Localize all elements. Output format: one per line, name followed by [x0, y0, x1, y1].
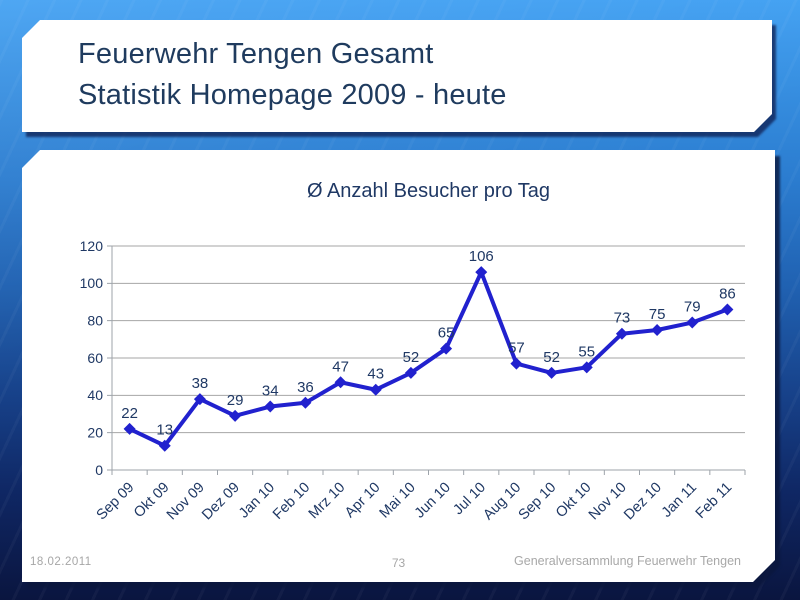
- data-point-label: 106: [469, 248, 494, 265]
- data-point-label: 34: [262, 383, 279, 400]
- data-point-marker: [581, 361, 593, 373]
- y-axis-label: 40: [87, 387, 103, 403]
- content-panel: Ø Anzahl Besucher pro Tag 0 20 40 60 80 100 12…: [22, 150, 775, 582]
- data-point-marker: [370, 384, 382, 396]
- x-axis-category-label: Nov 09: [164, 480, 208, 524]
- series-line: [130, 272, 728, 446]
- data-point-marker: [159, 440, 171, 452]
- data-point-marker: [264, 401, 276, 413]
- footer-date: 18.02.2011: [30, 556, 92, 568]
- y-axis-label: 0: [95, 462, 103, 478]
- data-point-label: 52: [543, 349, 560, 366]
- x-axis-category-label: Mai 10: [377, 480, 419, 522]
- data-point-marker: [686, 317, 698, 329]
- y-axis-label: 20: [87, 425, 103, 441]
- data-point-label: 47: [332, 358, 349, 375]
- data-point-marker: [405, 367, 417, 379]
- data-point-label: 22: [121, 405, 138, 422]
- data-point-marker: [616, 328, 628, 340]
- data-point-marker: [440, 343, 452, 355]
- data-point-marker: [651, 324, 663, 336]
- slide-title-line1: Feuerwehr Tengen Gesamt: [78, 38, 434, 70]
- data-point-label: 55: [578, 343, 595, 360]
- data-point-label: 79: [684, 299, 701, 316]
- data-point-marker: [299, 397, 311, 409]
- data-point-label: 86: [719, 285, 736, 302]
- slide-page-number: 73: [391, 556, 406, 570]
- data-point-label: 57: [508, 340, 525, 357]
- data-point-label: 65: [438, 325, 455, 342]
- visitors-line-chart: 0 20 40 60 80 100 120 22 13 38 29 34 36 47 43 52 65 106 57…: [22, 150, 775, 582]
- data-point-marker: [510, 358, 522, 370]
- data-point-label: 73: [614, 310, 631, 327]
- title-banner: Feuerwehr Tengen Gesamt Statistik Homepa…: [22, 20, 772, 132]
- x-axis-category-label: Dez 09: [199, 480, 243, 524]
- x-axis-category-label: Feb 10: [270, 480, 313, 523]
- x-axis-category-label: Apr 10: [342, 480, 384, 522]
- data-point-label: 36: [297, 379, 314, 396]
- x-axis-category-label: Sep 10: [516, 480, 560, 524]
- data-point-marker: [194, 393, 206, 405]
- x-axis-category-label: Sep 09: [94, 480, 138, 524]
- chart-title: Ø Anzahl Besucher pro Tag: [306, 180, 551, 202]
- y-axis-label: 80: [87, 313, 103, 329]
- x-axis-category-label: Jan 11: [659, 480, 700, 521]
- data-point-label: 29: [227, 392, 244, 409]
- data-point-marker: [721, 303, 733, 315]
- x-axis-category-label: Dez 10: [621, 480, 665, 524]
- data-point-marker: [124, 423, 136, 435]
- slide-title: Feuerwehr Tengen Gesamt Statistik Homepa…: [78, 34, 772, 116]
- data-point-marker: [229, 410, 241, 422]
- data-point-marker: [546, 367, 558, 379]
- y-axis-label: 100: [80, 275, 104, 291]
- data-point-label: 75: [649, 306, 666, 323]
- footer-event-name: Generalversammlung Feuerwehr Tengen: [514, 554, 741, 568]
- x-axis-category-label: Jun 10: [412, 480, 454, 522]
- data-point-label: 43: [367, 366, 384, 383]
- data-point-marker: [335, 376, 347, 388]
- content-panel-shape: Ø Anzahl Besucher pro Tag 0 20 40 60 80 100 12…: [22, 150, 775, 582]
- x-axis-category-label: Mrz 10: [306, 480, 349, 523]
- data-point-label: 38: [192, 375, 209, 392]
- data-point-marker: [475, 266, 487, 278]
- x-axis-category-label: Jan 10: [236, 480, 278, 522]
- x-axis-category-label: Nov 10: [586, 480, 630, 524]
- x-axis-category-label: Aug 10: [480, 480, 524, 524]
- y-axis-label: 120: [80, 238, 104, 254]
- slide-title-line2: Statistik Homepage 2009 - heute: [78, 79, 507, 111]
- y-axis-label: 60: [87, 350, 103, 366]
- data-point-label: 13: [156, 422, 173, 439]
- data-point-label: 52: [403, 349, 420, 366]
- x-axis-category-label: Feb 11: [693, 480, 735, 522]
- title-banner-shape: Feuerwehr Tengen Gesamt Statistik Homepa…: [22, 20, 772, 132]
- slide-footer: 18.02.2011 73 Generalversammlung Feuerwe…: [22, 550, 775, 576]
